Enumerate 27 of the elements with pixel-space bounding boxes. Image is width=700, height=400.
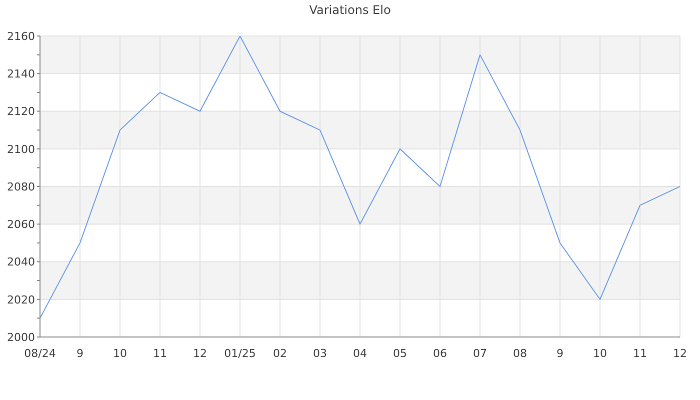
y-tick-label: 2020: [7, 293, 35, 306]
x-tick-label: 11: [153, 346, 167, 360]
x-tick-label: 12: [673, 346, 687, 360]
y-tick-label: 2140: [7, 68, 35, 81]
y-tick-label: 2060: [7, 218, 35, 232]
x-tick-label: 10: [113, 346, 127, 360]
x-tick-label: 03: [313, 346, 327, 360]
x-tick-label: 9: [76, 346, 84, 360]
y-tick-label: 2000: [7, 330, 35, 344]
y-tick-label: 2160: [7, 30, 35, 43]
x-tick-label: 08: [513, 346, 527, 360]
x-tick-label: 05: [393, 346, 407, 360]
y-tick-label: 2120: [7, 105, 35, 118]
x-tick-label: 12: [193, 346, 207, 360]
x-tick-label: 10: [593, 346, 607, 360]
x-tick-label: 02: [273, 346, 287, 360]
x-tick-label: 04: [353, 346, 367, 360]
x-tick-label: 11: [633, 346, 647, 360]
y-tick-label: 2040: [7, 256, 35, 269]
x-tick-label: 9: [556, 346, 564, 360]
x-tick-label: 01/25: [224, 346, 256, 360]
x-tick-label: 08/24: [24, 346, 56, 360]
x-tick-label: 06: [433, 346, 447, 360]
y-tick-label: 2080: [7, 180, 35, 194]
x-tick-label: 07: [473, 346, 487, 360]
chart-title: Variations Elo: [308, 3, 392, 17]
y-tick-label: 2100: [7, 142, 35, 156]
